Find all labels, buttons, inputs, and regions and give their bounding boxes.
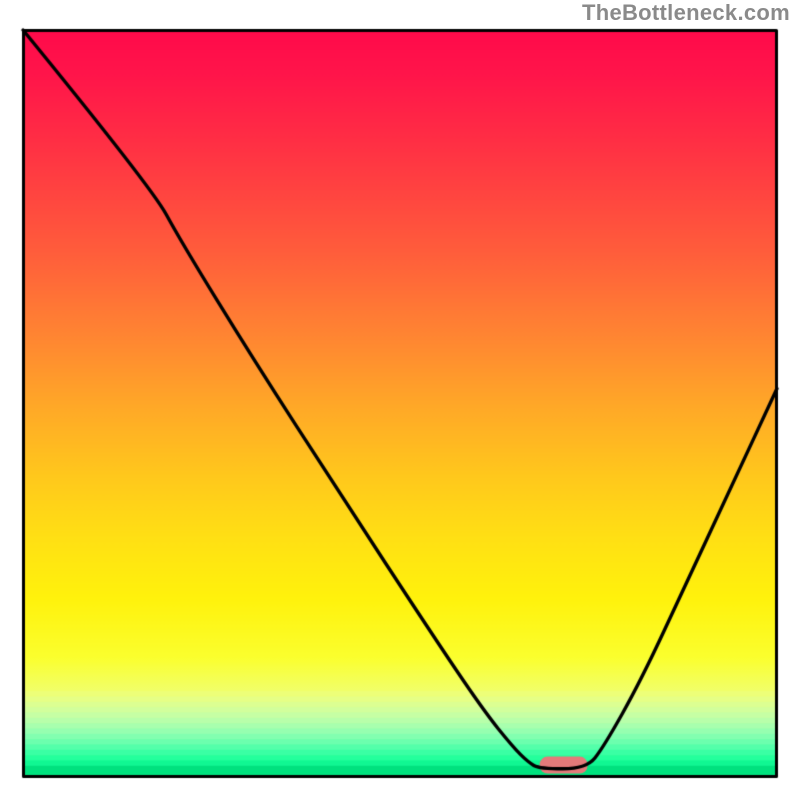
bottleneck-chart-canvas — [0, 0, 800, 800]
stage: TheBottleneck.com — [0, 0, 800, 800]
watermark-text: TheBottleneck.com — [582, 0, 790, 26]
